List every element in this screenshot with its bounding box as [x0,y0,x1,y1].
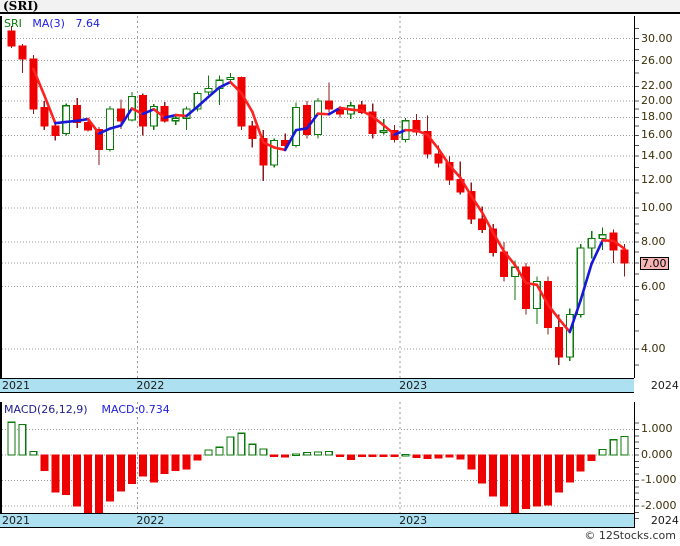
price-axis-label: 10.00 [641,200,673,214]
macd-y-axis: 1.000 0.000 -1.000 -2.000 [634,402,680,528]
macd-axis-label: 1.000 [641,422,673,436]
footer: © 12Stocks.com [0,528,680,546]
price-axis-label: 8.00 [641,235,666,249]
legend-macd-label: MACD(26,12,9) [4,403,88,416]
legend-macd-value: MACD:0.734 [101,403,170,416]
macd-axis-ticks [635,422,639,520]
legend-ma-value: 7.64 [75,17,100,30]
price-axis-label: 26.00 [641,53,673,67]
year-label-2023-price: 2023 [399,379,428,392]
year-label-2022-price: 2022 [136,379,165,392]
macd-axis-label: -2.000 [641,498,677,512]
price-y-axis: 30.00 26.00 22.00 20.00 18.00 16.00 14.00 12.00… [634,16,680,378]
year-label-2024-macd: 2024 [650,514,679,527]
price-axis-ticks [635,28,639,366]
year-label-2023-macd: 2023 [399,514,428,527]
price-axis-label: 12.00 [641,172,673,186]
year-label-2024-price: 2024 [650,379,679,392]
x-axis-year-band-macd[interactable]: 20212022202320242025 [0,513,679,528]
price-axis-current-price-label: 7.00 [640,256,669,270]
price-axis-label: 16.00 [641,128,673,142]
page-title: (SRI) [3,0,39,13]
price-axis-label: 20.00 [641,94,673,108]
price-axis-label: 4.00 [641,341,666,355]
price-axis-label: 14.00 [641,149,673,163]
year-label-2021-price: 2021 [2,379,30,392]
year-label-2021-macd: 2021 [2,514,30,527]
macd-legend: MACD(26,12,9) MACD:0.734 [4,404,170,415]
price-axis-label: 6.00 [641,279,666,293]
macd-histogram-svg[interactable] [2,402,634,528]
price-candlestick-svg[interactable] [2,16,634,378]
price-legend: SRI MA(3) 7.64 [4,18,100,29]
price-axis-label: 22.00 [641,79,673,93]
x-axis-year-band-price[interactable]: 20212022202320242025 [0,378,679,393]
price-axis-label: 30.00 [641,31,673,45]
year-label-2022-macd: 2022 [136,514,165,527]
window-titlebar: (SRI) [0,0,680,14]
macd-chart-panel[interactable] [0,402,634,528]
legend-ma-label: MA(3) [32,17,65,30]
price-axis-label: 18.00 [641,110,673,124]
macd-axis-label: -1.000 [641,473,677,487]
macd-axis-label: 0.000 [641,447,673,461]
legend-symbol: SRI [4,17,22,30]
price-chart-panel[interactable] [0,16,634,378]
copyright-text: © 12Stocks.com [584,529,676,542]
